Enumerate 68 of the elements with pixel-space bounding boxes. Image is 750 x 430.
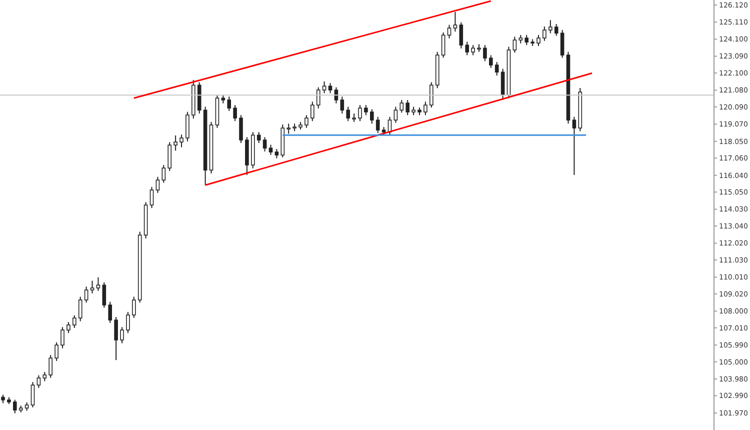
candlestick: [150, 186, 154, 209]
candlestick: [60, 326, 64, 349]
candlestick: [126, 311, 130, 334]
candlestick: [376, 116, 380, 134]
candlestick: [328, 82, 332, 94]
candlestick: [364, 104, 368, 116]
candlestick: [465, 41, 469, 56]
candlestick: [483, 44, 487, 62]
candlestick: [424, 101, 428, 116]
candlestick: [430, 82, 434, 108]
candlestick: [370, 108, 374, 124]
candlestick: [54, 342, 58, 362]
candlestick: [36, 374, 41, 388]
candlestick: [524, 34, 528, 46]
candlestick: [560, 29, 564, 58]
candlestick: [304, 114, 308, 128]
candlestick: [90, 280, 94, 294]
candlestick: [489, 54, 493, 68]
candlestick: [512, 36, 517, 54]
candlestick: [274, 148, 279, 159]
candlestick: [108, 301, 112, 324]
candlestick: [162, 164, 166, 184]
candlestick: [358, 104, 362, 122]
candlestick: [447, 24, 452, 39]
candlestick: [262, 136, 267, 152]
candlestick: [180, 134, 184, 148]
candlestick: [346, 106, 350, 122]
candlestick: [168, 142, 172, 172]
candlestick: [132, 296, 136, 318]
candlestick: [400, 99, 404, 114]
candlestick: [536, 34, 540, 46]
candlestick: [156, 176, 160, 194]
candlestick: [494, 61, 499, 76]
candlestick: [233, 104, 237, 122]
candlestick: [572, 116, 576, 176]
candlestick: [66, 322, 70, 334]
candlestick: [286, 123, 290, 134]
candlestick: [72, 314, 76, 328]
candlestick: [227, 96, 231, 112]
candlestick: [453, 11, 458, 32]
candlestick: [322, 80, 326, 94]
candlestick: [459, 22, 464, 49]
candlestick: [13, 399, 17, 414]
candlestick: [114, 316, 118, 361]
candlestick: [186, 111, 190, 142]
candlestick: [96, 276, 100, 292]
candlestick: [340, 96, 344, 114]
candlestick: [316, 86, 320, 109]
candlestick: [174, 134, 178, 152]
candlestick: [84, 286, 88, 304]
candlestick: [78, 296, 82, 322]
candlestick: [548, 20, 552, 34]
candlestick: [239, 114, 243, 144]
candlestick: [554, 23, 558, 36]
candlestick: [256, 132, 261, 144]
candlestick: [471, 44, 475, 56]
candlestick: [542, 26, 546, 42]
candlestick: [500, 68, 505, 100]
candlestick: [310, 101, 314, 122]
candlestick: [268, 144, 273, 156]
candlestick: [120, 326, 124, 344]
candlestick: [48, 354, 52, 378]
candlestick: [394, 106, 398, 124]
candlestick: [441, 32, 446, 58]
candlestick: [102, 282, 106, 308]
candlestick: [42, 371, 47, 382]
candlestick: [30, 382, 35, 408]
candlestick: [406, 99, 410, 116]
